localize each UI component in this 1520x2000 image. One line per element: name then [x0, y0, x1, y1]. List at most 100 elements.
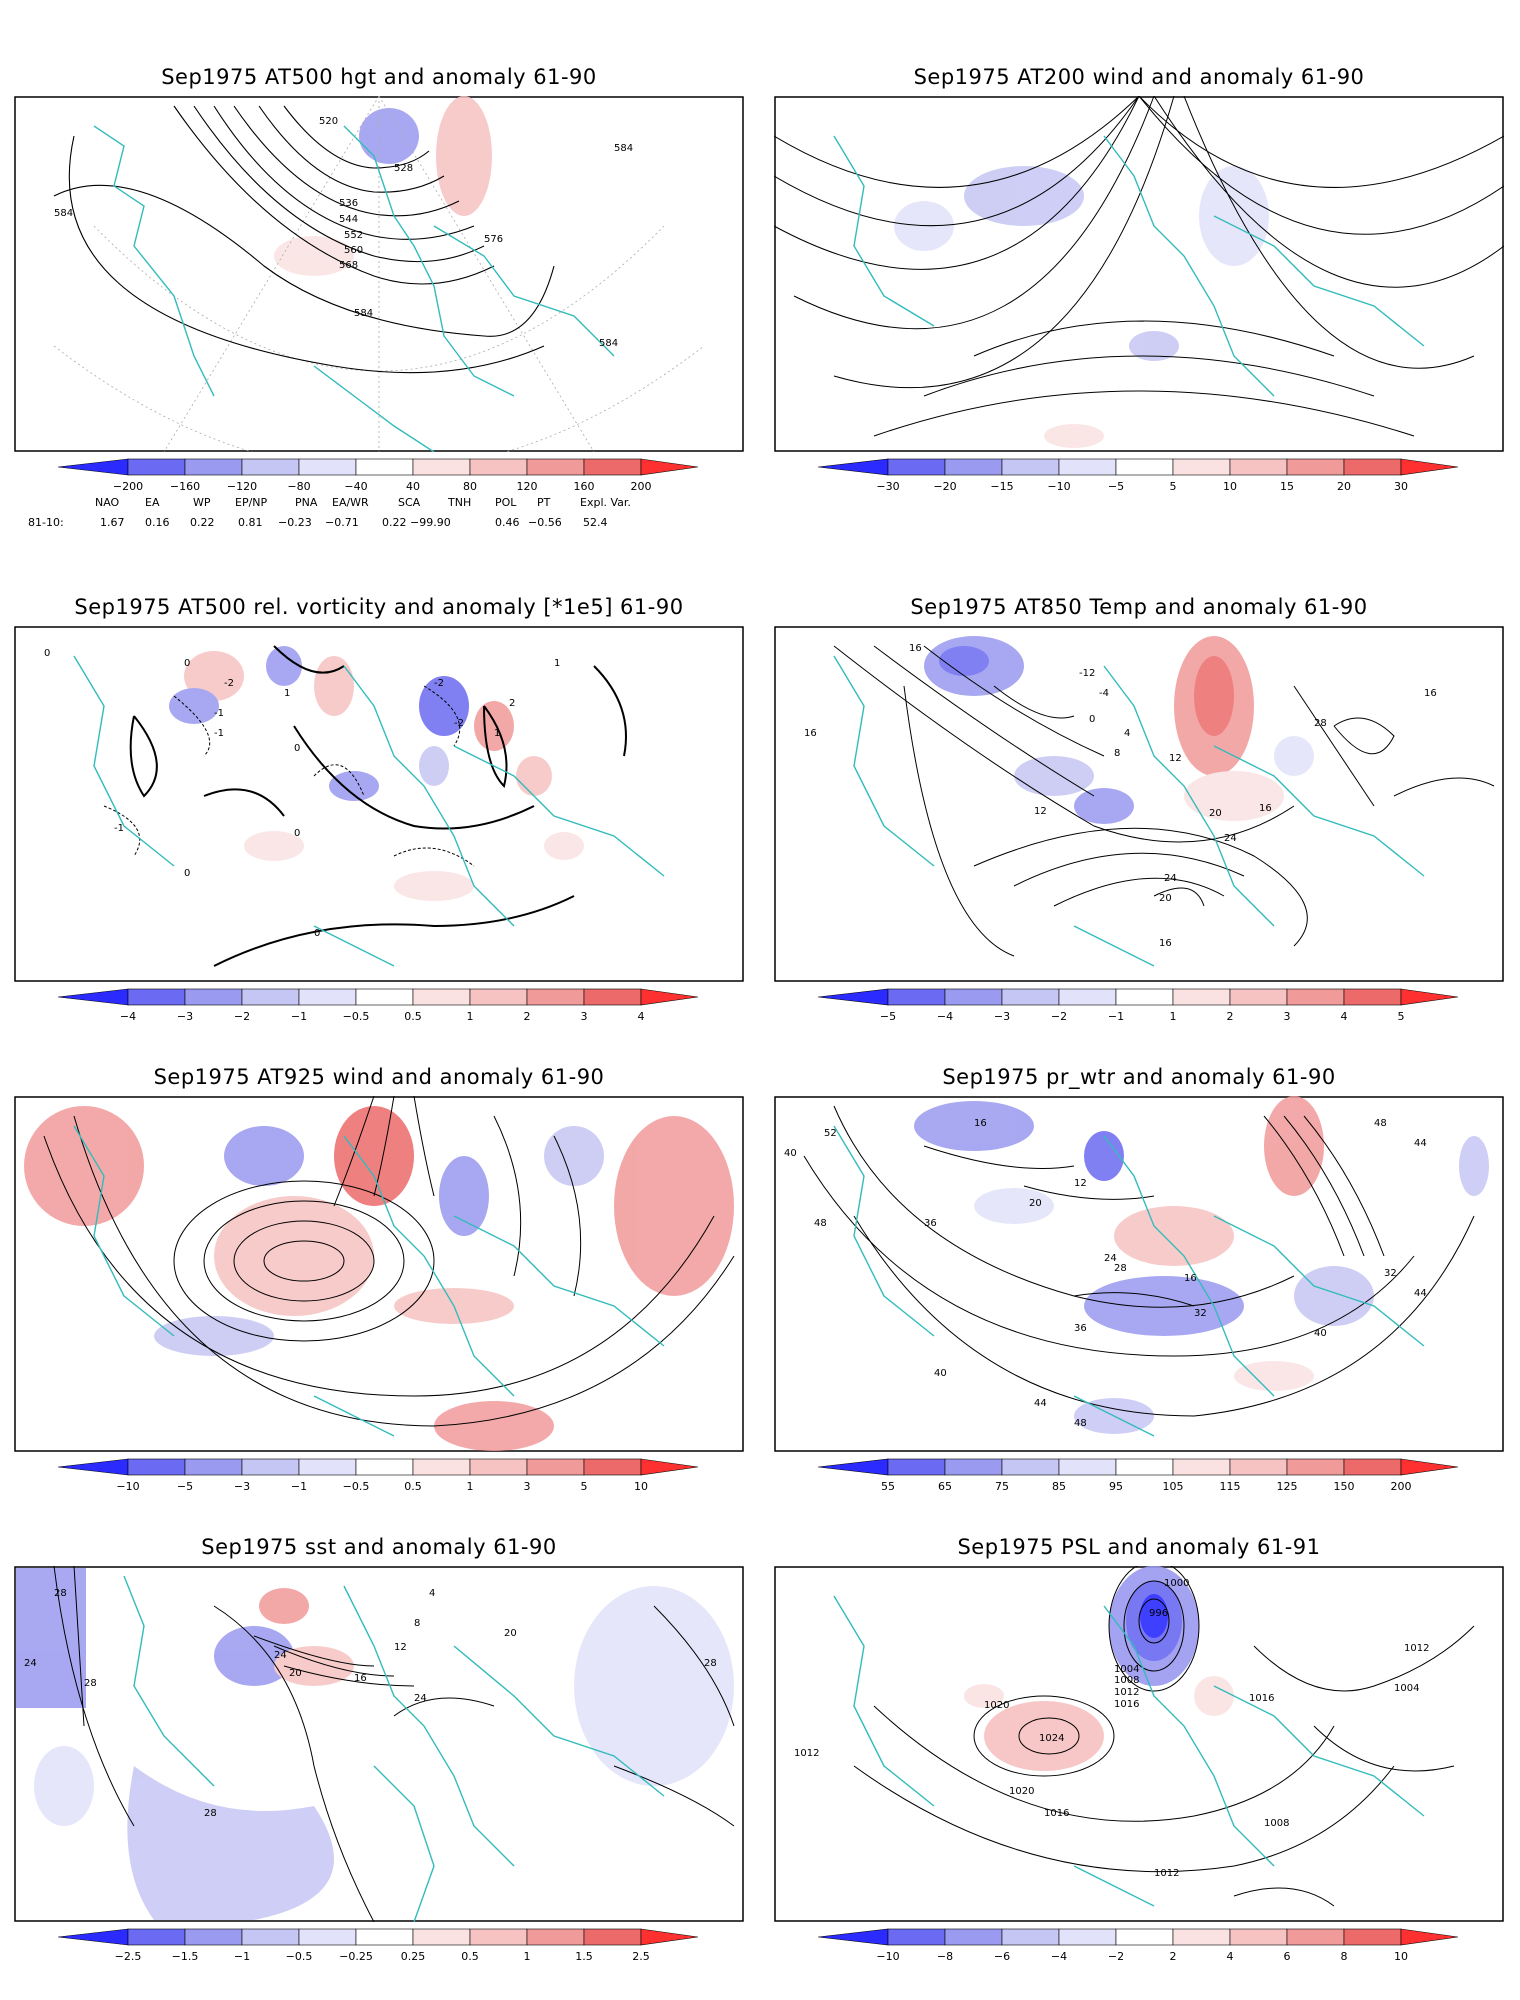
contour-label: 1000: [1164, 1578, 1189, 1589]
colorbar-label: −0.25: [339, 1950, 373, 1963]
colorbar-label: −3: [993, 1010, 1011, 1023]
colorbar-label: −10: [1047, 480, 1071, 493]
contour-label: 528: [394, 163, 413, 174]
colorbar-label: −160: [169, 480, 201, 493]
colorbar-swatch: [241, 1928, 300, 1946]
colorbar-label: −30: [876, 480, 900, 493]
contour-label: 16: [909, 643, 922, 654]
colorbar-label: −4: [936, 1010, 954, 1023]
contour-label: 32: [1194, 1308, 1207, 1319]
colorbar-swatch: [526, 988, 585, 1006]
colorbar-label: −2: [1107, 1950, 1125, 1963]
contour-label: -12: [1079, 668, 1095, 679]
colorbar-swatch: [127, 458, 186, 476]
colorbar-label: 30: [1394, 480, 1408, 493]
colorbar-swatch: [526, 458, 585, 476]
colorbar-swatch: [526, 1928, 585, 1946]
contour-label: 20: [1029, 1198, 1042, 1209]
index-value: 0.16: [145, 516, 170, 529]
contour-label: 1012: [1114, 1687, 1139, 1698]
contour-label: 24: [414, 1693, 427, 1704]
colorbar-swatches: [57, 458, 699, 476]
colorbar-swatch: [583, 1928, 642, 1946]
colorbar-label: 75: [995, 1480, 1009, 1493]
contour-label: 24: [274, 1650, 287, 1661]
colorbar-swatch: [355, 988, 414, 1006]
colorbar-label: 150: [1333, 1480, 1355, 1493]
contour-label: 1008: [1264, 1818, 1289, 1829]
colorbar-label: −1: [290, 1010, 308, 1023]
colorbar-label: −6: [993, 1950, 1011, 1963]
coastlines: [833, 655, 1425, 967]
colorbar-swatch: [583, 1458, 642, 1476]
index-value: −99.90: [410, 516, 451, 529]
contour-label: 28: [704, 1658, 717, 1669]
colorbar-label: 20: [1337, 480, 1351, 493]
colorbar-label: −10: [116, 1480, 140, 1493]
colorbar-label: 125: [1276, 1480, 1298, 1493]
contour-label: 0: [184, 658, 190, 669]
contour-label: 40: [784, 1148, 797, 1159]
contour-labels: 40 52 48 16 12 20 36 40 44 48 36 16 24 2…: [784, 1118, 1427, 1429]
colorbar-swatch: [57, 988, 129, 1006]
colorbar-swatch: [1400, 1928, 1459, 1946]
map-plot: [14, 1096, 744, 1452]
colorbar-label: −80: [287, 480, 311, 493]
colorbar-label: 0.5: [404, 1010, 422, 1023]
colorbar-label: 2: [1169, 1950, 1177, 1963]
map-plot: [774, 96, 1504, 452]
colorbar-swatch: [1058, 458, 1117, 476]
contour-label: 20: [504, 1628, 517, 1639]
contour-label: 32: [1384, 1268, 1397, 1279]
contour-label: 0: [314, 928, 320, 939]
colorbar-label: −1: [1107, 1010, 1125, 1023]
colorbar: −10 −8 −6 −4 −2 2 4 6 8 10: [817, 1928, 1459, 1968]
colorbar-swatch: [1172, 988, 1231, 1006]
colorbar-label: 160: [573, 480, 595, 493]
colorbar-swatch: [57, 1928, 129, 1946]
colorbar-swatch: [944, 1928, 1003, 1946]
colorbar-label: 115: [1219, 1480, 1241, 1493]
contour-label: 24: [24, 1658, 37, 1669]
colorbar-label: −1: [233, 1950, 251, 1963]
colorbar-label: 6: [1283, 1950, 1291, 1963]
contour-label: 1012: [1154, 1868, 1179, 1879]
colorbar-swatches: [817, 458, 1459, 476]
colorbar-swatches: [817, 1928, 1459, 1946]
index-name: Expl. Var.: [580, 496, 631, 509]
contour-labels: 520 528 536 544 552 560 568 576 584 584 …: [54, 116, 633, 349]
colorbar-swatch: [184, 1458, 243, 1476]
colorbar-label: −1: [290, 1480, 308, 1493]
colorbar-label: 1.5: [575, 1950, 593, 1963]
contour-label: -2: [224, 678, 234, 689]
colorbar-swatch: [241, 988, 300, 1006]
index-name: PNA: [295, 496, 318, 509]
colorbar-swatches: [817, 1458, 1459, 1476]
panel-title: Sep1975 AT850 Temp and anomaly 61-90: [910, 595, 1368, 619]
contour-label: 20: [289, 1668, 302, 1679]
colorbar-swatch: [1172, 1928, 1231, 1946]
colorbar-label: −4: [1050, 1950, 1068, 1963]
colorbar-label: 80: [463, 480, 477, 493]
colorbar-label: 1: [1169, 1010, 1177, 1023]
contour-label: 28: [1114, 1263, 1127, 1274]
colorbar-swatch: [944, 458, 1003, 476]
colorbar-swatch: [1343, 1458, 1402, 1476]
contour-label: 16: [1259, 803, 1272, 814]
contour-label: 40: [934, 1368, 947, 1379]
anomaly-shading: [169, 646, 584, 901]
contour-label: 1020: [984, 1700, 1009, 1711]
contour-label: 28: [54, 1588, 67, 1599]
colorbar-swatch: [1058, 1458, 1117, 1476]
contour-label: 584: [599, 338, 618, 349]
contour-label: 584: [354, 308, 373, 319]
contour-label: 1004: [1394, 1683, 1419, 1694]
pw-contours: [803, 1105, 1475, 1417]
colorbar-label: 3: [1283, 1010, 1291, 1023]
colorbar-swatch: [887, 988, 946, 1006]
contour-label: 48: [1074, 1418, 1087, 1429]
contour-label: 28: [1314, 718, 1327, 729]
coastlines: [833, 1595, 1425, 1907]
colorbar-swatches: [817, 988, 1459, 1006]
index-name: NAO: [95, 496, 120, 509]
